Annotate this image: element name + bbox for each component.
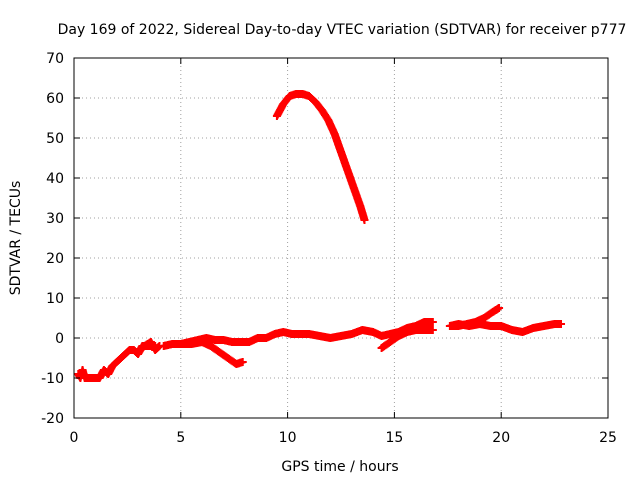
- x-tick-label: 10: [279, 430, 297, 446]
- series-arc-5: [272, 90, 369, 224]
- plot-points: [74, 90, 566, 382]
- series-arc-2: [134, 338, 164, 356]
- x-tick-label: 15: [385, 430, 403, 446]
- y-tick-label: 20: [46, 251, 64, 267]
- y-tick-label: 30: [46, 211, 64, 227]
- chart-title: Day 169 of 2022, Sidereal Day-to-day VTE…: [58, 22, 627, 38]
- series-arc-7: [377, 326, 437, 352]
- y-tick-label: 50: [46, 131, 64, 147]
- data-point: [238, 358, 247, 366]
- x-axis-label: GPS time / hours: [281, 459, 398, 475]
- series-arc-4: [176, 338, 247, 368]
- y-tick-label: 70: [46, 51, 64, 67]
- x-tick-label: 0: [70, 430, 79, 446]
- y-tick-label: 0: [55, 331, 64, 347]
- data-point: [360, 216, 369, 224]
- data-point: [428, 326, 437, 334]
- grid: [74, 58, 608, 418]
- x-tick-label: 20: [492, 430, 510, 446]
- x-tick-label: 5: [176, 430, 185, 446]
- series-arc-9: [445, 320, 566, 336]
- data-point: [495, 304, 504, 312]
- y-tick-label: -20: [41, 411, 64, 427]
- y-tick-label: -10: [41, 371, 64, 387]
- data-point: [428, 318, 437, 326]
- plot-border: [73, 57, 609, 419]
- y-tick-label: 60: [46, 91, 64, 107]
- y-tick-label: 40: [46, 171, 64, 187]
- y-tick-label: 10: [46, 291, 64, 307]
- axes: 0 5 10 15 20 25 -20 -10 0 10 20 30 40 50 60 70: [41, 51, 617, 446]
- y-axis-label: SDTVAR / TECUs: [8, 181, 24, 296]
- x-tick-label: 25: [599, 430, 617, 446]
- data-point: [557, 320, 566, 328]
